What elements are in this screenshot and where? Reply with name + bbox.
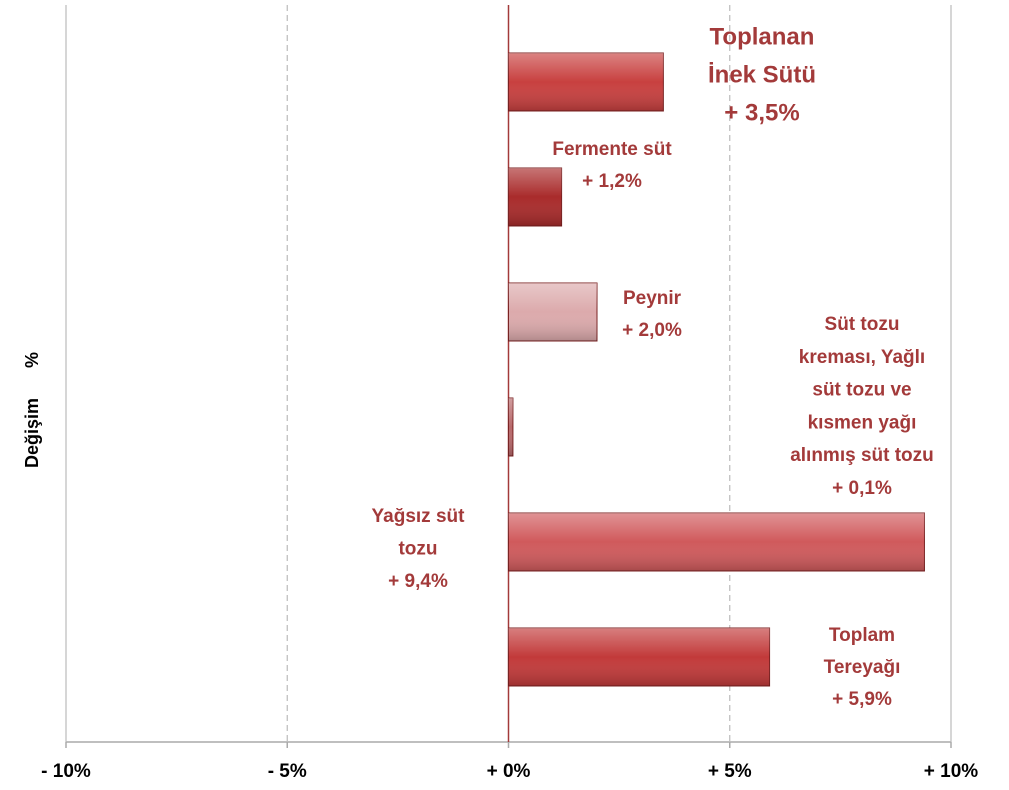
bar-shine <box>508 168 562 226</box>
value-label: + 1,2% <box>582 171 642 192</box>
bar-shine <box>508 513 925 571</box>
category-label: kısmen yağı <box>808 412 917 433</box>
bar-shine <box>508 283 597 341</box>
category-label: Toplanan <box>710 23 815 50</box>
category-label: İnek Sütü <box>708 61 816 88</box>
x-tick-label: - 5% <box>268 761 307 782</box>
y-axis-label: Değişim % <box>22 352 42 468</box>
x-tick-label: - 10% <box>41 761 91 782</box>
value-label: + 5,9% <box>832 689 892 710</box>
x-tick-label: + 5% <box>708 761 752 782</box>
bar-shine <box>508 628 770 686</box>
value-label: + 9,4% <box>388 571 448 592</box>
category-label: Yağsız süt <box>372 506 466 527</box>
category-label: Toplam <box>829 625 895 646</box>
category-label: Süt tozu <box>825 314 900 335</box>
category-label: süt tozu ve <box>812 380 911 401</box>
bar-shine <box>508 53 664 111</box>
category-label: tozu <box>398 539 437 560</box>
x-tick-label: + 0% <box>487 761 531 782</box>
category-label: Peynir <box>623 288 682 309</box>
category-label: alınmış süt tozu <box>790 445 934 466</box>
value-label: + 0,1% <box>832 478 892 499</box>
x-tick-label: + 10% <box>924 761 979 782</box>
category-label: kreması, Yağlı <box>799 347 925 368</box>
category-label: Tereyağı <box>824 657 901 678</box>
value-label: + 3,5% <box>724 99 799 126</box>
bar-shine <box>508 398 513 456</box>
category-label: Fermente süt <box>552 139 672 160</box>
value-label: + 2,0% <box>622 320 682 341</box>
